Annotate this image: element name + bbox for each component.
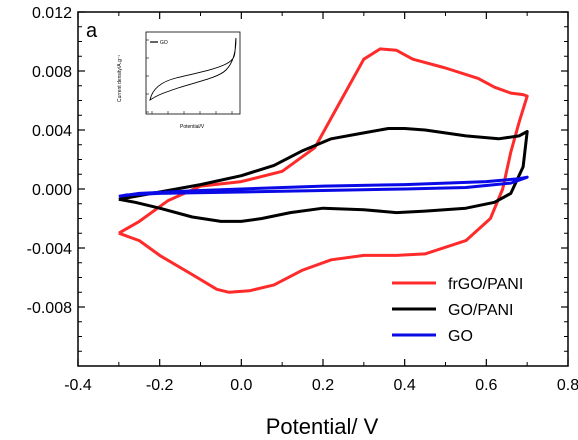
series-line-frgo-pani bbox=[118, 47, 529, 294]
y-tick-label: -0.004 bbox=[27, 241, 72, 258]
panel-label: a bbox=[86, 20, 98, 42]
x-tick-label: 0.0 bbox=[230, 377, 252, 394]
y-tick-label: 0.012 bbox=[32, 5, 72, 22]
legend-label-go-pani: GO/PANI bbox=[448, 302, 514, 319]
series-line-go-pani bbox=[118, 127, 529, 223]
inset-legend-label: GO bbox=[160, 40, 168, 46]
inset-ticks bbox=[146, 39, 233, 114]
y-tick-label: 0.008 bbox=[32, 64, 72, 81]
axes-layer: -0.4 -0.2 0.0 0.2 0.4 0.6 0.8 -0.008 -0.004 0.000… bbox=[27, 5, 578, 394]
x-tick-label: 0.4 bbox=[394, 377, 416, 394]
x-tick-label: 0.8 bbox=[557, 377, 578, 394]
y-tick-label: -0.008 bbox=[27, 300, 72, 317]
inset-cv-curve bbox=[149, 37, 237, 101]
inset-plot: GO Potential/V Current density/A.g⁻¹ bbox=[117, 31, 241, 130]
inset-ylabel: Current density/A.g⁻¹ bbox=[117, 55, 123, 102]
inset-frame bbox=[145, 31, 241, 115]
x-tick-label: -0.2 bbox=[146, 377, 174, 394]
inset-xlabel: Potential/V bbox=[180, 124, 205, 130]
legend: frGO/PANI GO/PANI GO bbox=[392, 276, 523, 345]
series-layer bbox=[118, 47, 529, 294]
y-tick-label: 0.004 bbox=[32, 123, 72, 140]
x-tick-label: 0.6 bbox=[475, 377, 497, 394]
x-axis-title: Potential/ V bbox=[266, 414, 379, 439]
legend-label-frgo-pani: frGO/PANI bbox=[448, 276, 523, 293]
series-line-go bbox=[118, 175, 529, 198]
y-tick-label: 0.000 bbox=[32, 182, 72, 199]
legend-label-go: GO bbox=[448, 328, 473, 345]
x-tick-label: -0.4 bbox=[64, 377, 92, 394]
x-tick-label: 0.2 bbox=[312, 377, 334, 394]
